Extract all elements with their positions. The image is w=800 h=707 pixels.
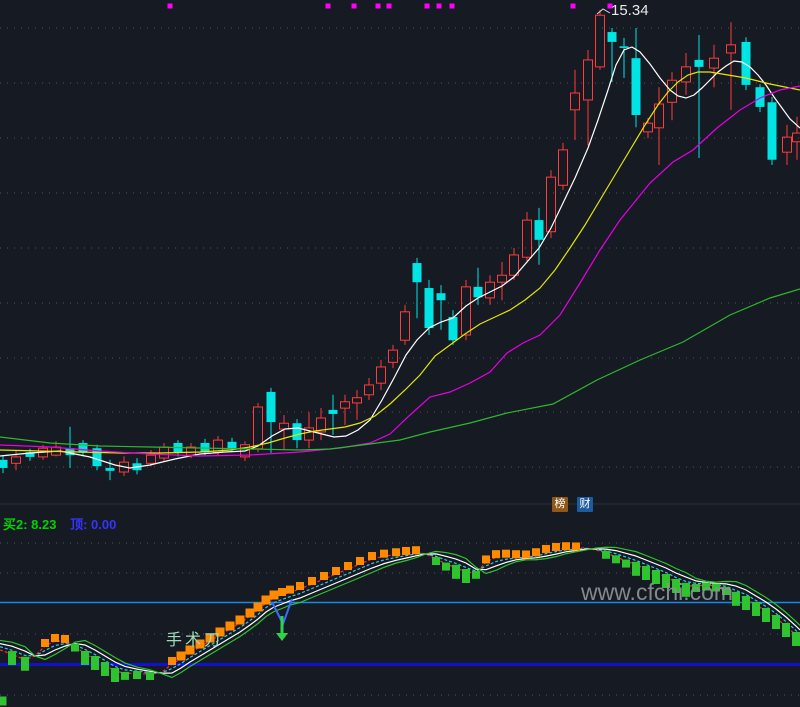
corner-marker <box>0 696 7 706</box>
indicator-line-red <box>0 547 800 675</box>
indicator-level-lines <box>0 601 800 666</box>
indicator-note-label: 手术刀 <box>166 632 224 649</box>
top-signal-squares <box>167 3 613 9</box>
annotation-pointer <box>596 8 611 15</box>
indicator-line-cyan <box>0 548 800 674</box>
indicator-line-white <box>0 548 800 674</box>
price-high-annotation: 15.34 <box>611 2 649 19</box>
ma-white <box>0 46 800 469</box>
sell-arrow-icon <box>276 616 288 641</box>
ma-magenta <box>0 85 800 457</box>
indicator-label-row: 买2: 8.23 顶: 0.00 <box>3 514 126 533</box>
badge-cai[interactable]: 财 <box>577 497 593 512</box>
indicator-band-layer <box>0 546 800 679</box>
ma-lines-layer <box>0 46 800 469</box>
ma-green <box>0 288 800 451</box>
indicator-value-buy2: 买2: 8.23 <box>3 517 57 532</box>
indicator-line-green <box>0 546 800 679</box>
watermark-text: www.cfchi.com <box>581 579 734 605</box>
indicator-value-top: 顶: 0.00 <box>70 517 117 532</box>
indicator-markers-layer <box>0 542 800 706</box>
annotation-layer <box>596 8 611 15</box>
ma-yellow <box>0 71 800 454</box>
badge-bang[interactable]: 榜 <box>552 497 568 512</box>
